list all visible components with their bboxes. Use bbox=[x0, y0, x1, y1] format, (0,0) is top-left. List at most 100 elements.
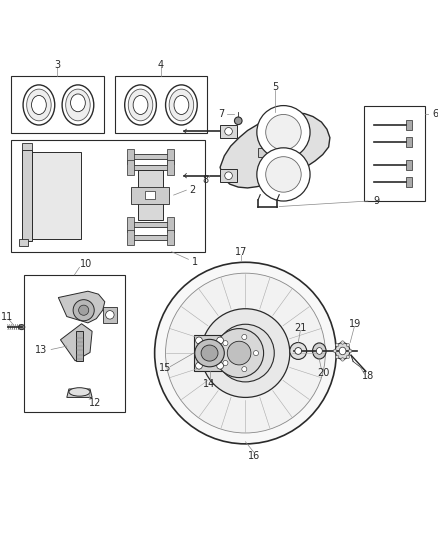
Polygon shape bbox=[21, 150, 32, 241]
Ellipse shape bbox=[313, 343, 326, 359]
Polygon shape bbox=[194, 335, 226, 371]
Circle shape bbox=[196, 337, 202, 344]
Circle shape bbox=[215, 328, 264, 377]
Ellipse shape bbox=[27, 89, 51, 121]
Polygon shape bbox=[131, 222, 170, 227]
Text: 16: 16 bbox=[248, 451, 260, 461]
Polygon shape bbox=[21, 143, 32, 150]
Circle shape bbox=[217, 337, 223, 344]
Circle shape bbox=[266, 157, 301, 192]
Ellipse shape bbox=[128, 89, 153, 121]
Polygon shape bbox=[102, 307, 117, 323]
Polygon shape bbox=[127, 160, 134, 175]
Bar bbox=[364, 106, 425, 201]
Text: 2: 2 bbox=[190, 185, 196, 195]
Polygon shape bbox=[127, 230, 134, 245]
Circle shape bbox=[227, 341, 251, 365]
Polygon shape bbox=[19, 239, 28, 246]
Ellipse shape bbox=[166, 85, 197, 125]
Polygon shape bbox=[127, 149, 134, 164]
Bar bbox=[114, 76, 208, 133]
Circle shape bbox=[341, 341, 344, 344]
Polygon shape bbox=[167, 217, 173, 232]
Circle shape bbox=[333, 349, 337, 353]
Polygon shape bbox=[220, 113, 330, 188]
Ellipse shape bbox=[169, 89, 194, 121]
Polygon shape bbox=[406, 120, 412, 130]
Polygon shape bbox=[127, 217, 134, 232]
Text: 20: 20 bbox=[318, 368, 330, 378]
Polygon shape bbox=[131, 165, 170, 170]
Ellipse shape bbox=[290, 343, 307, 359]
Circle shape bbox=[266, 115, 301, 150]
Circle shape bbox=[217, 324, 274, 382]
Polygon shape bbox=[138, 170, 163, 220]
Polygon shape bbox=[406, 160, 412, 170]
Text: 8: 8 bbox=[202, 175, 208, 185]
Text: 18: 18 bbox=[362, 372, 374, 381]
Circle shape bbox=[341, 358, 344, 361]
Ellipse shape bbox=[23, 85, 55, 125]
Text: 21: 21 bbox=[294, 323, 307, 333]
Circle shape bbox=[242, 367, 247, 372]
Polygon shape bbox=[220, 169, 237, 182]
Text: 17: 17 bbox=[235, 247, 247, 257]
Ellipse shape bbox=[295, 348, 302, 354]
Polygon shape bbox=[32, 152, 81, 239]
Ellipse shape bbox=[71, 94, 85, 112]
Polygon shape bbox=[67, 389, 92, 398]
Circle shape bbox=[346, 343, 350, 346]
Polygon shape bbox=[76, 332, 83, 361]
Ellipse shape bbox=[66, 89, 90, 121]
Circle shape bbox=[242, 335, 247, 340]
Ellipse shape bbox=[32, 95, 46, 115]
Circle shape bbox=[166, 273, 325, 433]
Ellipse shape bbox=[62, 85, 94, 125]
Polygon shape bbox=[406, 177, 412, 187]
Circle shape bbox=[346, 356, 350, 359]
Circle shape bbox=[196, 362, 202, 369]
Circle shape bbox=[155, 262, 336, 444]
Circle shape bbox=[257, 148, 310, 201]
Text: 4: 4 bbox=[158, 60, 164, 70]
Ellipse shape bbox=[174, 95, 189, 115]
Circle shape bbox=[201, 309, 290, 398]
Text: 6: 6 bbox=[432, 109, 438, 119]
Text: 7: 7 bbox=[218, 109, 225, 119]
Text: 19: 19 bbox=[349, 319, 361, 328]
Polygon shape bbox=[131, 154, 170, 159]
Circle shape bbox=[225, 172, 232, 180]
Circle shape bbox=[336, 356, 339, 359]
Circle shape bbox=[234, 117, 242, 125]
Circle shape bbox=[225, 127, 232, 135]
Bar bbox=[11, 76, 104, 133]
Polygon shape bbox=[167, 230, 173, 245]
Ellipse shape bbox=[335, 343, 350, 359]
Bar bbox=[24, 275, 125, 412]
Text: 5: 5 bbox=[272, 82, 278, 92]
Text: 10: 10 bbox=[81, 260, 93, 269]
Polygon shape bbox=[167, 149, 173, 164]
Polygon shape bbox=[220, 125, 237, 138]
Text: 13: 13 bbox=[35, 345, 47, 356]
Text: 1: 1 bbox=[192, 257, 198, 267]
Circle shape bbox=[254, 351, 258, 356]
Circle shape bbox=[336, 343, 339, 346]
Ellipse shape bbox=[133, 95, 148, 115]
Polygon shape bbox=[258, 148, 271, 157]
Circle shape bbox=[106, 311, 114, 319]
Ellipse shape bbox=[195, 340, 224, 367]
Circle shape bbox=[349, 349, 352, 353]
Ellipse shape bbox=[201, 345, 218, 361]
Polygon shape bbox=[167, 160, 173, 175]
Circle shape bbox=[223, 360, 228, 366]
Text: 12: 12 bbox=[89, 398, 102, 408]
Ellipse shape bbox=[69, 387, 90, 396]
Polygon shape bbox=[145, 191, 155, 199]
Circle shape bbox=[217, 362, 223, 369]
Circle shape bbox=[78, 305, 89, 316]
Text: 3: 3 bbox=[54, 60, 60, 70]
Text: 15: 15 bbox=[159, 363, 171, 373]
Circle shape bbox=[73, 300, 94, 321]
Polygon shape bbox=[406, 137, 412, 147]
